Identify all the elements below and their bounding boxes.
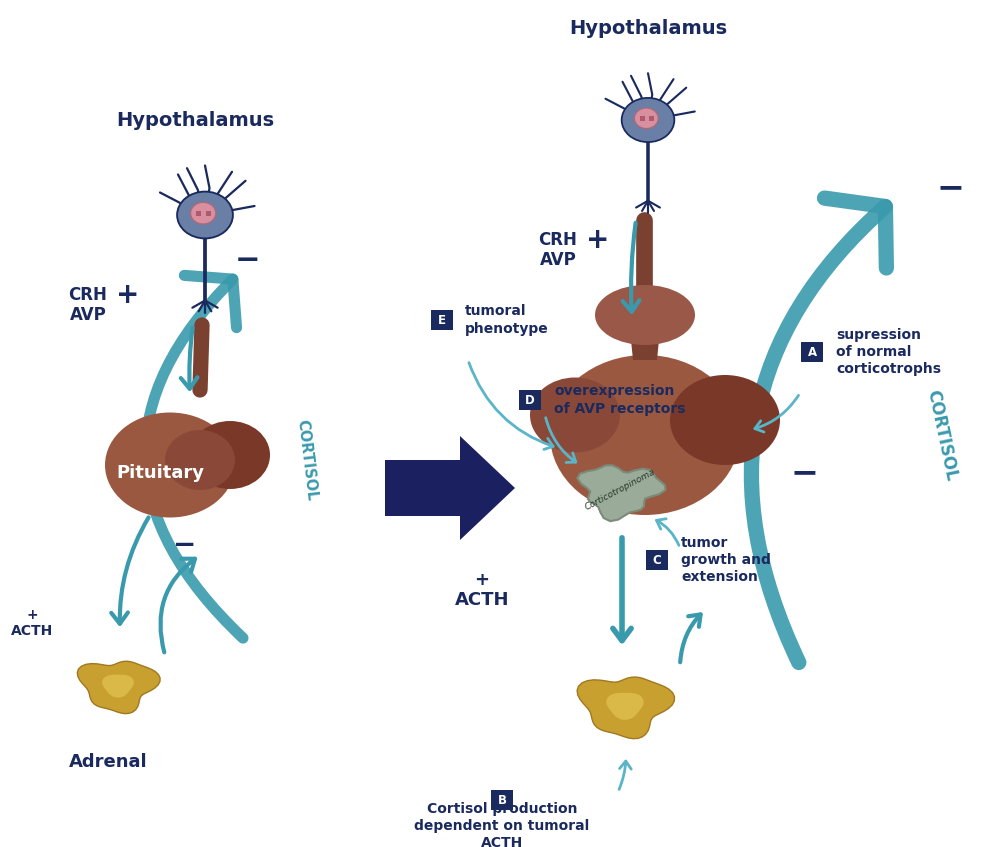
- Text: CORTISOL: CORTISOL: [924, 388, 961, 482]
- Text: Adrenal: Adrenal: [68, 753, 148, 771]
- Bar: [639, 116, 644, 121]
- Text: −: −: [936, 171, 964, 204]
- Ellipse shape: [595, 285, 695, 345]
- Polygon shape: [103, 675, 134, 698]
- FancyArrowPatch shape: [656, 518, 679, 545]
- Polygon shape: [77, 662, 160, 714]
- Text: A: A: [807, 346, 816, 358]
- FancyArrowPatch shape: [546, 418, 576, 462]
- Text: CRH
AVP: CRH AVP: [68, 285, 108, 324]
- FancyBboxPatch shape: [519, 390, 541, 410]
- Ellipse shape: [105, 412, 235, 518]
- Ellipse shape: [634, 108, 658, 129]
- Text: C: C: [652, 553, 661, 567]
- Text: Hypothalamus: Hypothalamus: [116, 110, 274, 130]
- FancyBboxPatch shape: [491, 790, 513, 810]
- FancyArrowPatch shape: [755, 396, 799, 432]
- Text: −: −: [791, 457, 819, 490]
- Text: Cortisol production
dependent on tumoral
ACTH: Cortisol production dependent on tumoral…: [414, 802, 590, 847]
- Ellipse shape: [622, 98, 674, 142]
- Text: −: −: [174, 531, 197, 559]
- Text: −: −: [235, 246, 260, 274]
- Ellipse shape: [670, 375, 780, 465]
- FancyArrowPatch shape: [623, 223, 639, 312]
- Ellipse shape: [530, 378, 620, 452]
- Bar: [649, 116, 654, 121]
- Text: +: +: [117, 281, 140, 309]
- Text: tumor
growth and
extension: tumor growth and extension: [681, 535, 771, 584]
- Polygon shape: [385, 436, 515, 540]
- Ellipse shape: [190, 421, 270, 489]
- Text: +
ACTH: + ACTH: [11, 608, 53, 638]
- FancyBboxPatch shape: [431, 310, 453, 330]
- FancyArrowPatch shape: [161, 559, 195, 652]
- Text: Pituitary: Pituitary: [116, 464, 204, 482]
- FancyArrowPatch shape: [181, 328, 197, 389]
- Text: CRH
AVP: CRH AVP: [539, 230, 578, 269]
- Text: CORTISOL: CORTISOL: [294, 418, 320, 501]
- Bar: [196, 211, 201, 216]
- FancyArrowPatch shape: [752, 198, 886, 662]
- Text: tumoral
phenotype: tumoral phenotype: [465, 304, 549, 335]
- FancyBboxPatch shape: [646, 550, 668, 570]
- FancyArrowPatch shape: [613, 538, 631, 640]
- FancyBboxPatch shape: [801, 342, 823, 362]
- Text: Corticotropinoma: Corticotropinoma: [583, 468, 657, 512]
- FancyArrowPatch shape: [680, 614, 700, 662]
- Text: +
ACTH: + ACTH: [454, 571, 510, 609]
- Text: overexpression
of AVP receptors: overexpression of AVP receptors: [554, 385, 685, 416]
- Text: Hypothalamus: Hypothalamus: [569, 19, 727, 37]
- Text: supression
of normal
corticotrophs: supression of normal corticotrophs: [836, 328, 941, 376]
- Polygon shape: [629, 320, 661, 360]
- Polygon shape: [577, 465, 665, 521]
- FancyArrowPatch shape: [469, 363, 553, 450]
- Polygon shape: [606, 693, 643, 720]
- FancyArrowPatch shape: [619, 761, 631, 789]
- Ellipse shape: [191, 202, 216, 224]
- Text: D: D: [526, 394, 535, 407]
- FancyArrowPatch shape: [112, 518, 149, 623]
- FancyArrowPatch shape: [146, 275, 243, 638]
- Text: +: +: [586, 226, 610, 254]
- Text: E: E: [438, 313, 446, 326]
- Ellipse shape: [177, 191, 233, 238]
- Bar: [206, 211, 211, 216]
- Ellipse shape: [165, 430, 235, 490]
- Polygon shape: [577, 677, 674, 739]
- Text: B: B: [497, 794, 507, 806]
- Ellipse shape: [550, 355, 740, 515]
